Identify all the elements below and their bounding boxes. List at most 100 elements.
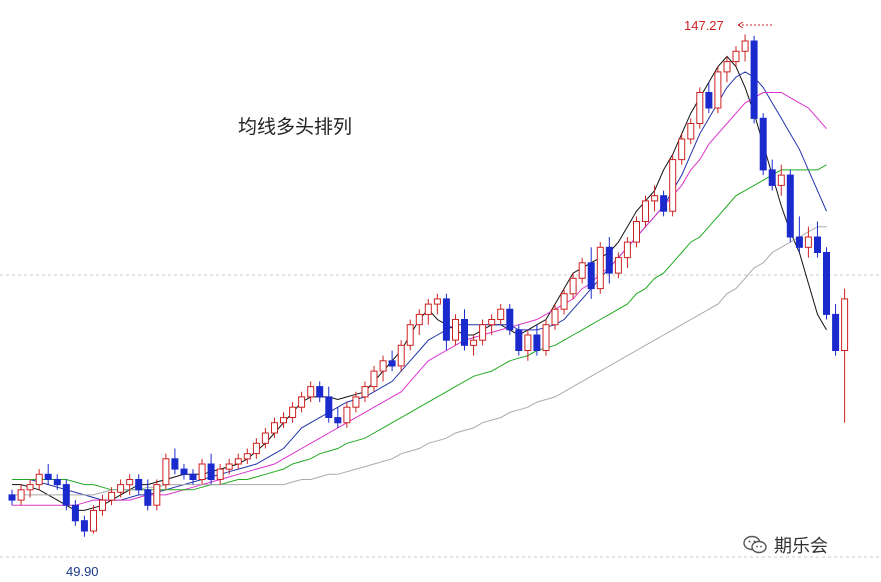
- candle-body: [252, 442, 260, 455]
- candle: [750, 35, 758, 124]
- candle-body: [433, 298, 441, 305]
- candle-body: [786, 174, 794, 238]
- candle-body: [732, 50, 740, 63]
- candle: [153, 479, 161, 511]
- ma-line-ma60: [12, 226, 827, 496]
- candle: [280, 412, 287, 428]
- candle-body: [524, 334, 532, 351]
- candle-body: [823, 252, 830, 315]
- candle: [786, 169, 794, 243]
- ma-line-ma10: [12, 71, 827, 501]
- candle: [515, 324, 523, 356]
- candle: [289, 402, 297, 423]
- candle-body: [144, 489, 152, 506]
- candle: [361, 381, 369, 403]
- candle: [759, 113, 767, 176]
- high-price-label: 147.27: [684, 18, 724, 33]
- candle: [533, 324, 541, 356]
- candle: [261, 427, 269, 449]
- candle-body: [533, 334, 541, 351]
- watermark-label: 期乐会: [774, 536, 828, 557]
- candle: [397, 340, 405, 372]
- candle: [696, 87, 704, 129]
- candle: [714, 66, 722, 114]
- candle-body: [424, 303, 432, 315]
- candle: [162, 453, 170, 490]
- candle: [207, 453, 215, 485]
- candle-body: [90, 509, 97, 532]
- candle: [26, 479, 34, 498]
- candle-body: [442, 298, 450, 341]
- candle-body: [515, 329, 523, 351]
- candle-body: [325, 396, 333, 418]
- candle: [171, 448, 179, 475]
- candle: [135, 474, 143, 495]
- candle-body: [832, 313, 840, 351]
- candle-body: [841, 298, 849, 351]
- candle: [678, 133, 686, 165]
- candle: [687, 118, 695, 145]
- candle: [461, 309, 468, 351]
- candle: [370, 365, 378, 392]
- candle: [17, 484, 25, 506]
- candle: [325, 386, 333, 423]
- candle-body: [506, 308, 514, 331]
- candle: [660, 190, 668, 217]
- candle-body: [669, 159, 677, 212]
- candle: [90, 505, 97, 534]
- candle-body: [569, 277, 577, 295]
- candle-body: [678, 138, 686, 161]
- candle-body: [180, 468, 188, 475]
- candle-body: [714, 71, 722, 109]
- candle: [298, 391, 306, 413]
- candle: [406, 319, 414, 351]
- candle: [415, 309, 423, 336]
- candle-body: [171, 458, 179, 470]
- candle: [777, 164, 785, 196]
- candle-body: [587, 262, 595, 290]
- candle: [651, 185, 659, 212]
- candle-body: [334, 417, 342, 424]
- candle-body: [216, 468, 224, 480]
- candle: [108, 487, 116, 506]
- candle-body: [777, 174, 785, 186]
- candle: [442, 293, 450, 351]
- candle-body: [461, 319, 468, 346]
- candle: [8, 489, 16, 506]
- candle-body: [53, 479, 61, 486]
- candle: [470, 335, 478, 356]
- candle: [307, 381, 315, 403]
- candle: [642, 195, 649, 227]
- candle: [243, 448, 251, 464]
- candle: [126, 474, 134, 495]
- candle: [560, 288, 568, 315]
- candle: [99, 494, 106, 516]
- candle: [524, 329, 532, 361]
- wechat-icon: [743, 535, 767, 554]
- candle-body: [415, 313, 423, 326]
- candle: [80, 515, 88, 537]
- candle: [252, 438, 260, 459]
- candle: [605, 236, 613, 284]
- candle-body: [189, 473, 197, 480]
- candle: [35, 469, 43, 490]
- candle-body: [307, 386, 315, 398]
- candle-body: [578, 262, 586, 279]
- candle-body: [397, 344, 405, 367]
- candle-body: [479, 324, 487, 341]
- candle-body: [705, 92, 713, 109]
- candle-body: [352, 396, 360, 408]
- candle: [723, 56, 731, 83]
- candle-body: [198, 463, 206, 480]
- candle: [569, 273, 577, 299]
- candle: [433, 293, 441, 315]
- candle-body: [551, 308, 559, 326]
- candle-body: [8, 494, 16, 501]
- candle: [352, 391, 360, 413]
- candle-body: [343, 406, 351, 424]
- candle-body: [651, 195, 659, 202]
- candle: [669, 154, 677, 217]
- candle: [479, 319, 487, 346]
- candle-body: [741, 40, 749, 52]
- candle: [633, 216, 640, 248]
